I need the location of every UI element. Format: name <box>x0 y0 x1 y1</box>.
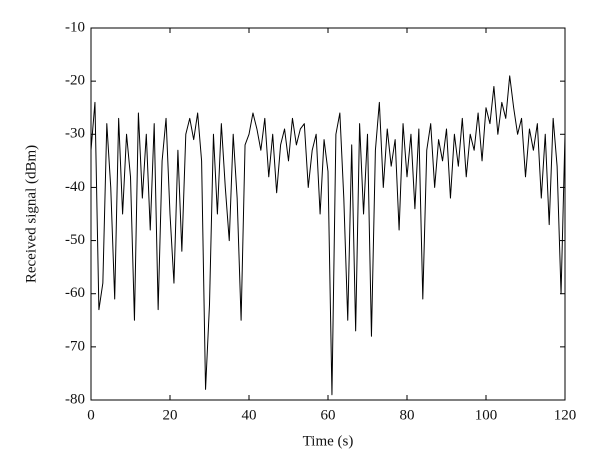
y-tick-label: -40 <box>65 179 85 195</box>
x-tick-label: 80 <box>400 407 415 423</box>
y-tick-label: -70 <box>65 338 85 354</box>
x-tick-label: 100 <box>475 407 498 423</box>
y-tick-label: -20 <box>65 73 85 89</box>
signal-line <box>90 75 566 396</box>
x-tick-label: 60 <box>321 407 336 423</box>
x-tick-label: 40 <box>242 407 257 423</box>
x-tick-label: 0 <box>87 407 95 423</box>
y-tick-label: -60 <box>65 285 85 301</box>
y-tick-label: -10 <box>65 19 85 35</box>
plot-frame <box>90 27 566 401</box>
x-tick-label: 120 <box>554 407 577 423</box>
y-tick-label: -30 <box>65 126 85 142</box>
y-axis-label: Received signal (dBm) <box>23 145 39 283</box>
x-tick-label: 20 <box>163 407 178 423</box>
y-tick-label: -80 <box>65 391 85 407</box>
x-axis-label: Time (s) <box>303 433 354 449</box>
y-tick-label: -50 <box>65 232 85 248</box>
